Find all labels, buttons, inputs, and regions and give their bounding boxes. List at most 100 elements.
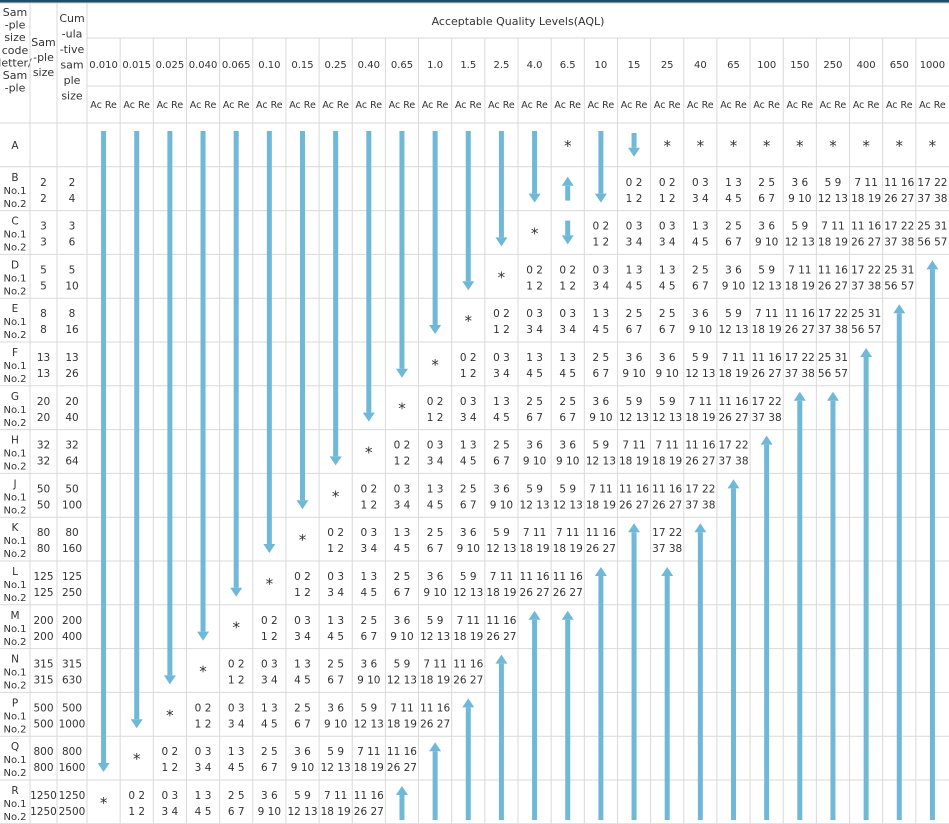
sample-size-header: size: [33, 66, 55, 79]
ac-re-stage2: 9 10: [423, 587, 446, 599]
ac-re-stage2: 37 38: [752, 412, 782, 424]
ac-re-stage2: 26 27: [453, 675, 483, 687]
ac-re-stage2: 56 57: [818, 368, 848, 380]
ac-re-stage2: 26 27: [387, 762, 417, 774]
cumulative-size: 125: [62, 571, 82, 583]
arrow-up-icon: [727, 479, 740, 820]
sample-size: 50: [37, 483, 50, 495]
ac-re-stage1: 0 2: [162, 746, 179, 758]
code-letter: E: [12, 303, 19, 315]
ac-re-stage2: 37 38: [851, 280, 881, 292]
aql-level-2.5: 2.5: [493, 60, 509, 71]
ac-re-stage2: 3 4: [327, 587, 344, 599]
ac-re-stage1: 1 3: [493, 396, 510, 408]
stage-label: No.2: [4, 462, 27, 473]
ac-re-stage1: 7 11: [722, 352, 745, 364]
ac-re-stage1: 5 9: [294, 790, 311, 802]
acre-header: Ac Re: [820, 100, 847, 111]
acre-header: Ac Re: [654, 100, 681, 111]
cumulative-size: 26: [65, 368, 79, 380]
stage-label: No.1: [4, 668, 27, 679]
code-letter: P: [12, 697, 18, 709]
code-letter: B: [11, 172, 18, 184]
code-letter: F: [12, 347, 18, 359]
ac-re-stage1: 2 5: [526, 396, 543, 408]
not-applicable-star: *: [564, 137, 572, 155]
ac-re-stage2: 4 5: [559, 368, 576, 380]
ac-re-stage1: 2 5: [261, 746, 278, 758]
cumulative-size: 40: [65, 412, 78, 424]
sample-size: 800: [33, 746, 53, 758]
ac-re-stage1: 1 3: [261, 702, 278, 714]
ac-re-stage2: 1 2: [360, 499, 377, 511]
not-applicable-star: *: [796, 137, 804, 155]
ac-re-stage1: 0 2: [460, 352, 477, 364]
sample-size: 5: [40, 264, 47, 276]
ac-re-stage2: 9 10: [689, 324, 712, 336]
aql-level-0.10: 0.10: [258, 60, 280, 71]
sample-size: 1250: [30, 790, 57, 802]
cumulative-size: 4: [69, 193, 76, 205]
stage-label: No.2: [4, 549, 27, 560]
cumulative-size: 20: [65, 396, 78, 408]
cumulative-size: 5: [69, 264, 76, 276]
ac-re-stage2: 4 5: [360, 587, 377, 599]
ac-re-stage1: 11 16: [785, 308, 815, 320]
ac-re-stage2: 4 5: [427, 499, 444, 511]
aql-level-0.40: 0.40: [358, 60, 380, 71]
ac-re-stage2: 1 2: [526, 280, 543, 292]
ac-re-stage2: 12 13: [520, 499, 550, 511]
cumulative-size: 500: [62, 702, 82, 714]
ac-re-stage1: 5 9: [394, 659, 411, 671]
arrow-down-icon: [263, 131, 276, 553]
ac-re-stage1: 0 3: [593, 264, 610, 276]
cumulative-size: 2500: [59, 806, 86, 818]
code-letter: N: [11, 654, 19, 666]
sample-size: 1250: [30, 806, 57, 818]
ac-re-stage1: 7 11: [490, 571, 513, 583]
ac-re-stage2: 4 5: [261, 718, 278, 730]
ac-re-stage1: 2 5: [427, 527, 444, 539]
ac-re-stage2: 1 2: [626, 193, 643, 205]
ac-re-stage2: 9 10: [457, 543, 480, 555]
ac-re-stage2: 4 5: [593, 324, 610, 336]
sample-size: 8: [40, 324, 47, 336]
arrow-down-icon: [528, 131, 541, 203]
sample-size: 500: [33, 702, 53, 714]
ac-re-stage1: 0 2: [394, 440, 411, 452]
ac-re-stage2: 26 27: [851, 237, 881, 249]
not-applicable-star: *: [133, 750, 141, 768]
stage-label: No.1: [4, 536, 27, 547]
ac-re-stage2: 37 38: [884, 237, 914, 249]
stage-label: No.1: [4, 361, 27, 372]
ac-re-stage2: 12 13: [387, 675, 417, 687]
aql-level-10: 10: [595, 60, 608, 71]
sample-size: 315: [33, 675, 53, 687]
ac-re-stage2: 4 5: [228, 762, 245, 774]
stage-label: No.2: [4, 286, 27, 297]
not-applicable-star: *: [431, 356, 439, 374]
sample-size: 32: [37, 456, 50, 468]
arrow-down-icon: [362, 131, 375, 422]
ac-re-stage1: 0 3: [360, 527, 377, 539]
not-applicable-star: *: [299, 531, 307, 549]
ac-re-stage2: 56 57: [884, 280, 914, 292]
acre-header: Ac Re: [621, 100, 648, 111]
ac-re-stage1: 3 6: [294, 746, 311, 758]
sample-size: 80: [37, 527, 50, 539]
ac-re-stage1: 0 3: [559, 308, 576, 320]
ac-re-stage1: 7 11: [655, 440, 678, 452]
ac-re-stage1: 1 3: [460, 440, 477, 452]
ac-re-stage1: 5 9: [692, 352, 709, 364]
arrow-up-icon: [860, 348, 873, 820]
ac-re-stage2: 3 4: [261, 675, 278, 687]
ac-re-stage1: 7 11: [390, 702, 413, 714]
ac-re-stage1: 5 9: [725, 308, 742, 320]
ac-re-stage2: 37 38: [785, 368, 815, 380]
ac-re-stage1: 11 16: [586, 527, 616, 539]
not-applicable-star: *: [929, 137, 937, 155]
ac-re-stage2: 37 38: [685, 499, 715, 511]
ac-re-stage1: 3 6: [758, 221, 775, 233]
ac-re-stage1: 17 22: [752, 396, 782, 408]
ac-re-stage2: 12 13: [818, 193, 848, 205]
